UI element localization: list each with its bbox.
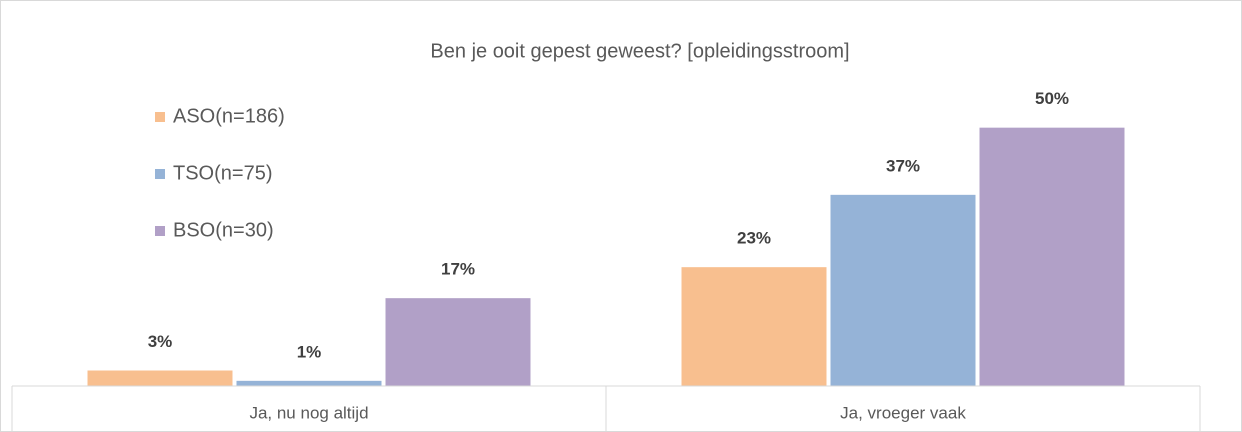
data-label: 17%	[441, 260, 475, 279]
data-label: 1%	[297, 342, 322, 361]
data-label: 50%	[1035, 89, 1069, 108]
data-label: 3%	[148, 332, 173, 351]
chart-title: Ben je ooit gepest geweest? [opleidingss…	[430, 40, 849, 62]
bar	[830, 194, 976, 386]
legend-swatch	[155, 112, 165, 122]
x-tick-label: Ja, vroeger vaak	[840, 403, 966, 422]
legend-swatch	[155, 169, 165, 179]
data-label: 37%	[886, 156, 920, 175]
legend-label: BSO(n=30)	[173, 219, 274, 241]
bar	[236, 380, 382, 386]
bar	[979, 127, 1125, 387]
x-tick-label: Ja, nu nog altijd	[249, 403, 368, 422]
bar	[385, 298, 531, 386]
bar	[87, 370, 233, 386]
legend-label: ASO(n=186)	[173, 105, 285, 127]
data-label: 23%	[737, 229, 771, 248]
legend-swatch	[155, 226, 165, 236]
bar	[681, 267, 827, 386]
legend-label: TSO(n=75)	[173, 162, 272, 184]
